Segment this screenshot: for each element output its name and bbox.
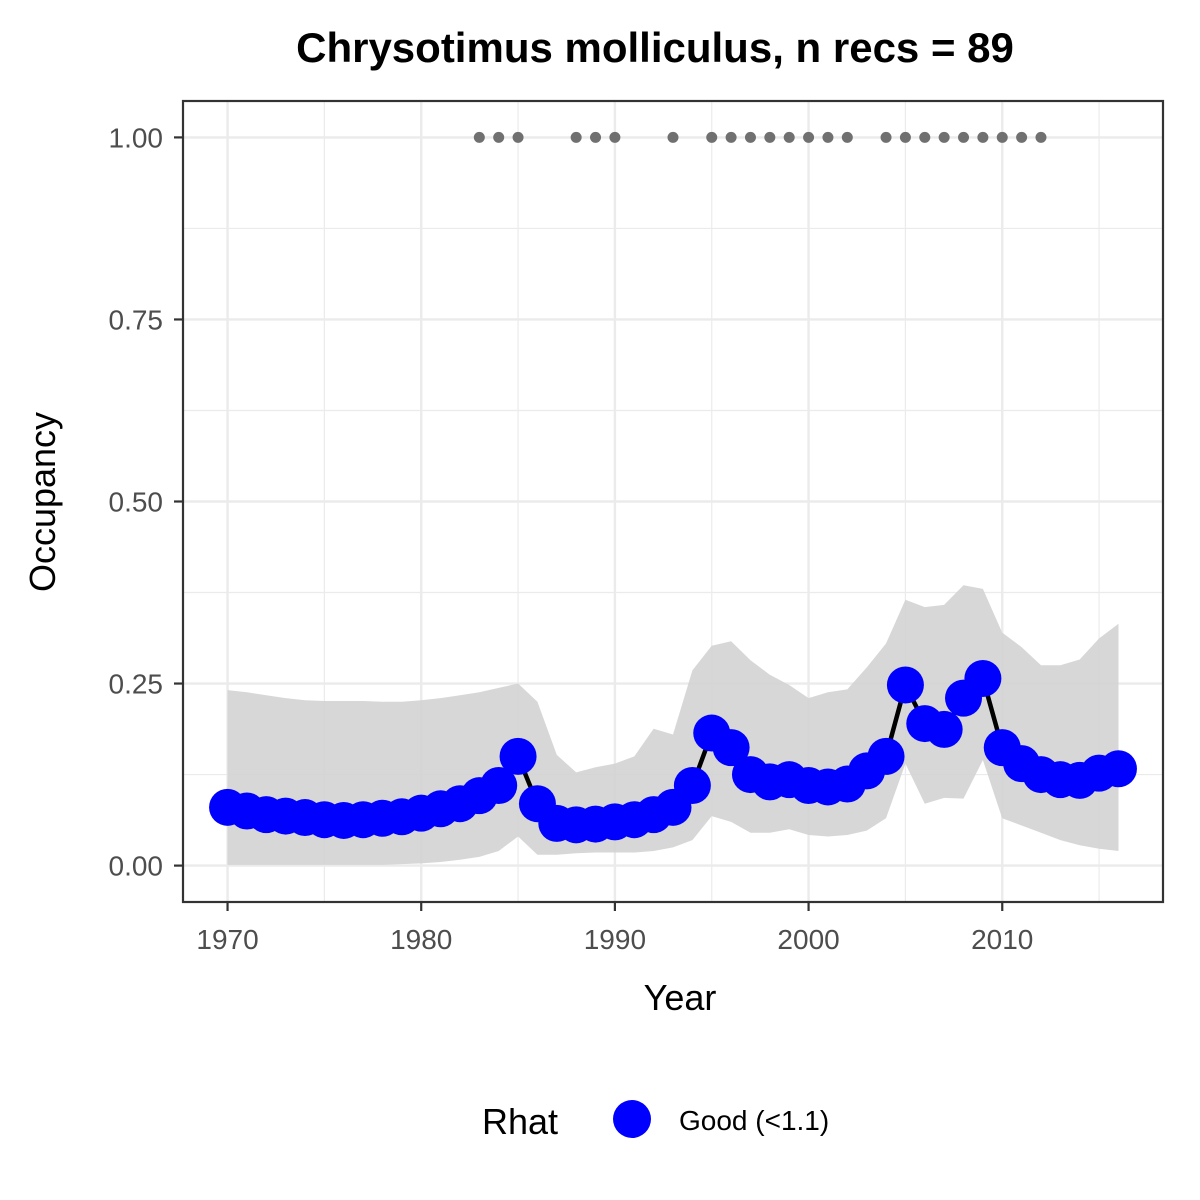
- x-tick-label: 2000: [777, 924, 839, 955]
- occupancy-point: [1099, 750, 1137, 788]
- record-dot: [512, 131, 524, 143]
- y-tick-label: 0.00: [109, 851, 164, 882]
- legend: Rhat Good (<1.1): [482, 1100, 829, 1142]
- record-dot: [996, 131, 1008, 143]
- y-tick-label: 1.00: [109, 122, 164, 153]
- occupancy-points-layer: [209, 659, 1137, 844]
- record-dot: [919, 131, 931, 143]
- record-dot: [667, 131, 679, 143]
- record-dots-layer: [473, 131, 1047, 143]
- y-tick-label: 0.25: [109, 669, 164, 700]
- record-dot: [1035, 131, 1047, 143]
- y-axis-title: Occupancy: [22, 412, 63, 592]
- record-dot: [938, 131, 950, 143]
- record-dot: [899, 131, 911, 143]
- record-dot: [958, 131, 970, 143]
- record-dot: [473, 131, 485, 143]
- record-dot: [822, 131, 834, 143]
- record-dot: [706, 131, 718, 143]
- x-tick-label: 2010: [971, 924, 1033, 955]
- occupancy-point: [925, 710, 963, 748]
- y-axis: 0.00 0.25 0.50 0.75 1.00: [109, 122, 183, 882]
- occupancy-point: [886, 666, 924, 704]
- record-dot: [841, 131, 853, 143]
- record-dot: [570, 131, 582, 143]
- legend-key-good: [613, 1100, 651, 1138]
- record-dot: [744, 131, 756, 143]
- y-tick-label: 0.75: [109, 304, 164, 335]
- record-dot: [590, 131, 602, 143]
- occupancy-point: [712, 729, 750, 767]
- record-dot: [803, 131, 815, 143]
- occupancy-point: [499, 737, 537, 775]
- occupancy-point: [673, 766, 711, 804]
- x-axis-title: Year: [644, 977, 717, 1018]
- x-tick-label: 1970: [196, 924, 258, 955]
- record-dot: [783, 131, 795, 143]
- x-tick-label: 1990: [584, 924, 646, 955]
- x-tick-label: 1980: [390, 924, 452, 955]
- record-dot: [1016, 131, 1028, 143]
- record-dot: [609, 131, 621, 143]
- record-dot: [764, 131, 776, 143]
- occupancy-point: [964, 659, 1002, 697]
- legend-label-good: Good (<1.1): [679, 1105, 829, 1136]
- y-tick-label: 0.50: [109, 487, 164, 518]
- occupancy-point: [480, 766, 518, 804]
- legend-title: Rhat: [482, 1101, 558, 1142]
- x-axis: 1970 1980 1990 2000 2010: [196, 902, 1033, 955]
- record-dot: [880, 131, 892, 143]
- chart-title: Chrysotimus molliculus, n recs = 89: [296, 24, 1014, 71]
- record-dot: [493, 131, 505, 143]
- occupancy-point: [867, 737, 905, 775]
- record-dot: [725, 131, 737, 143]
- record-dot: [977, 131, 989, 143]
